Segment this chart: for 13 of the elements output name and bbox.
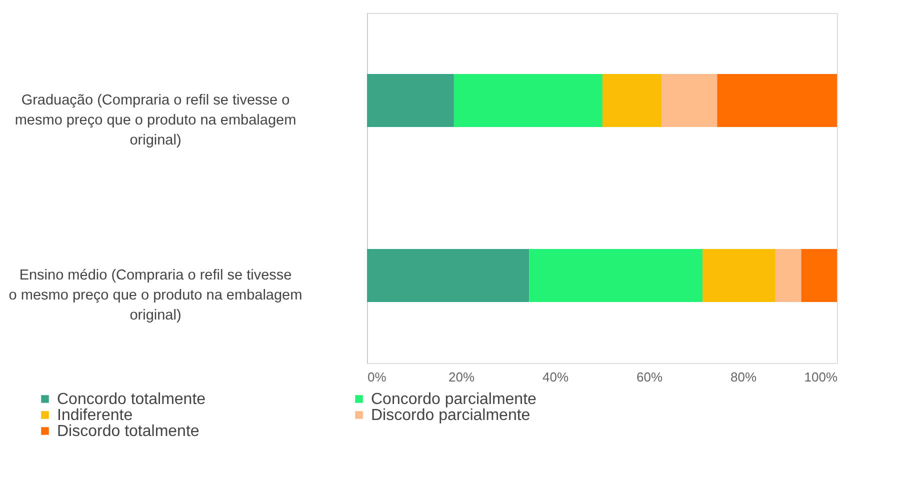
y-tick-label: Graduação (Compraria o refil se tivesse o mesmo preço que o produto na embalagem original): [14, 92, 296, 148]
legend-label: Concordo parcialmente: [371, 391, 537, 408]
y-tick-label: Ensino médio (Compraria o refil se tivesse o mesmo preço que o produto na embalagem original): [8, 268, 302, 324]
x-tick-label: 100%: [804, 370, 838, 384]
x-tick-label: 0%: [368, 370, 387, 384]
legend-label: Concordo totalmente: [57, 391, 206, 408]
legend-label: Discordo parcialmente: [371, 407, 530, 424]
x-tick-label: 80%: [730, 370, 757, 384]
legend-label: Indiferente: [57, 407, 133, 424]
legend-label: Discordo totalmente: [57, 423, 200, 440]
x-tick-label: 40%: [542, 370, 569, 384]
x-tick-label: 60%: [636, 370, 663, 384]
x-tick-label: 20%: [448, 370, 475, 384]
